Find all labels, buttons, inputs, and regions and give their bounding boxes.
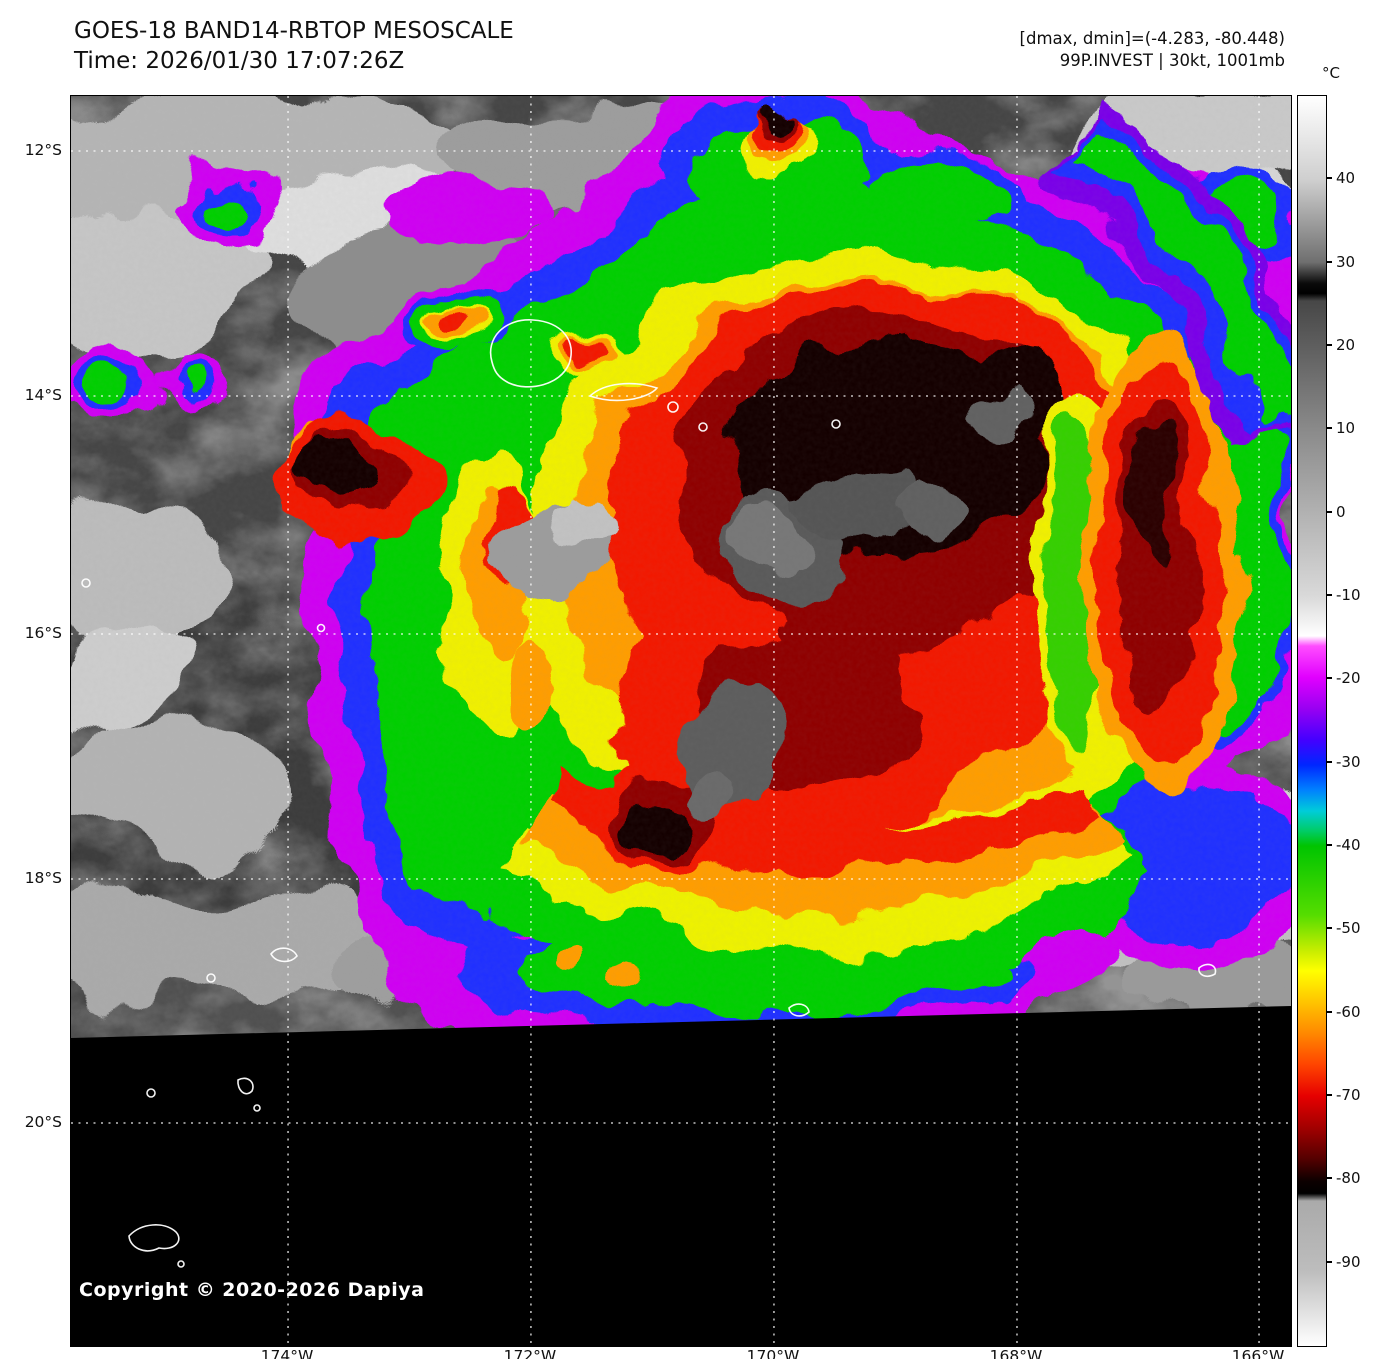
lon-label: 168°W [989,1347,1043,1359]
colorbar-tick-label: -80 [1336,1169,1361,1188]
colorbar-tick [1326,760,1332,763]
product-title: GOES-18 BAND14-RBTOP MESOSCALE [74,18,514,44]
gridlines [71,96,1291,1346]
satellite-image [71,96,1291,1346]
colorbar-tick [1326,1010,1332,1013]
colorbar-tick-label: -40 [1336,836,1361,854]
colorbar-tick [1326,344,1332,346]
colorbar-tick-label: -60 [1336,1002,1361,1021]
colorbar-tick-label: -90 [1336,1252,1361,1271]
lat-label: 18°S [24,869,62,887]
colorbar-tick-label: 20 [1336,336,1356,354]
coastlines [81,319,1217,1268]
colorbar-tick-label: -30 [1336,752,1361,771]
lat-label: 16°S [24,624,62,642]
colorbar-tick [1326,594,1332,596]
lat-label: 20°S [24,1113,62,1131]
colorbar-tick-label: 40 [1336,169,1356,188]
colorbar-tick-label: -50 [1336,919,1361,938]
colorbar-tick [1326,927,1332,930]
storm-info: 99P.INVEST | 30kt, 1001mb [1059,51,1285,70]
lon-label: 166°W [1231,1347,1285,1359]
timestamp: Time: 2026/01/30 17:07:26Z [74,48,405,74]
lat-label: 12°S [24,141,62,159]
satellite-map: Copyright © 2020-2026 Dapiya [70,95,1292,1347]
lat-label: 14°S [24,386,62,404]
colorbar-tick [1326,177,1332,180]
colorbar-tick-label: -70 [1336,1086,1361,1104]
no-data-region [71,1006,1291,1346]
colorbar-tick-label: 0 [1336,502,1346,521]
dmax-dmin-readout: [dmax, dmin]=(-4.283, -80.448) [1019,29,1285,48]
colorbar-tick [1326,260,1332,263]
colorbar-tick [1326,844,1332,846]
colorbar-tick [1326,510,1332,513]
colorbar-tick [1326,427,1332,430]
lon-label: 170°W [746,1347,800,1359]
lon-label: 174°W [260,1347,314,1359]
colorbar-tick [1326,1094,1332,1096]
colorbar-tick-label: 10 [1336,419,1356,438]
colorbar-tick-label: -10 [1336,586,1361,604]
colorbar-tick [1326,1177,1332,1180]
colorbar-unit: °C [1322,64,1340,82]
colorbar-tick [1326,677,1332,680]
lon-label: 172°W [503,1347,557,1359]
colorbar-tick-label: 30 [1336,252,1356,271]
copyright: Copyright © 2020-2026 Dapiya [79,1279,425,1301]
header-right: [dmax, dmin]=(-4.283, -80.448) 99P.INVES… [1020,28,1285,72]
colorbar-tick-label: -20 [1336,669,1361,688]
colorbar [1297,95,1327,1347]
colorbar-tick [1326,1260,1332,1263]
header-left: GOES-18 BAND14-RBTOP MESOSCALE Time: 202… [74,16,514,76]
